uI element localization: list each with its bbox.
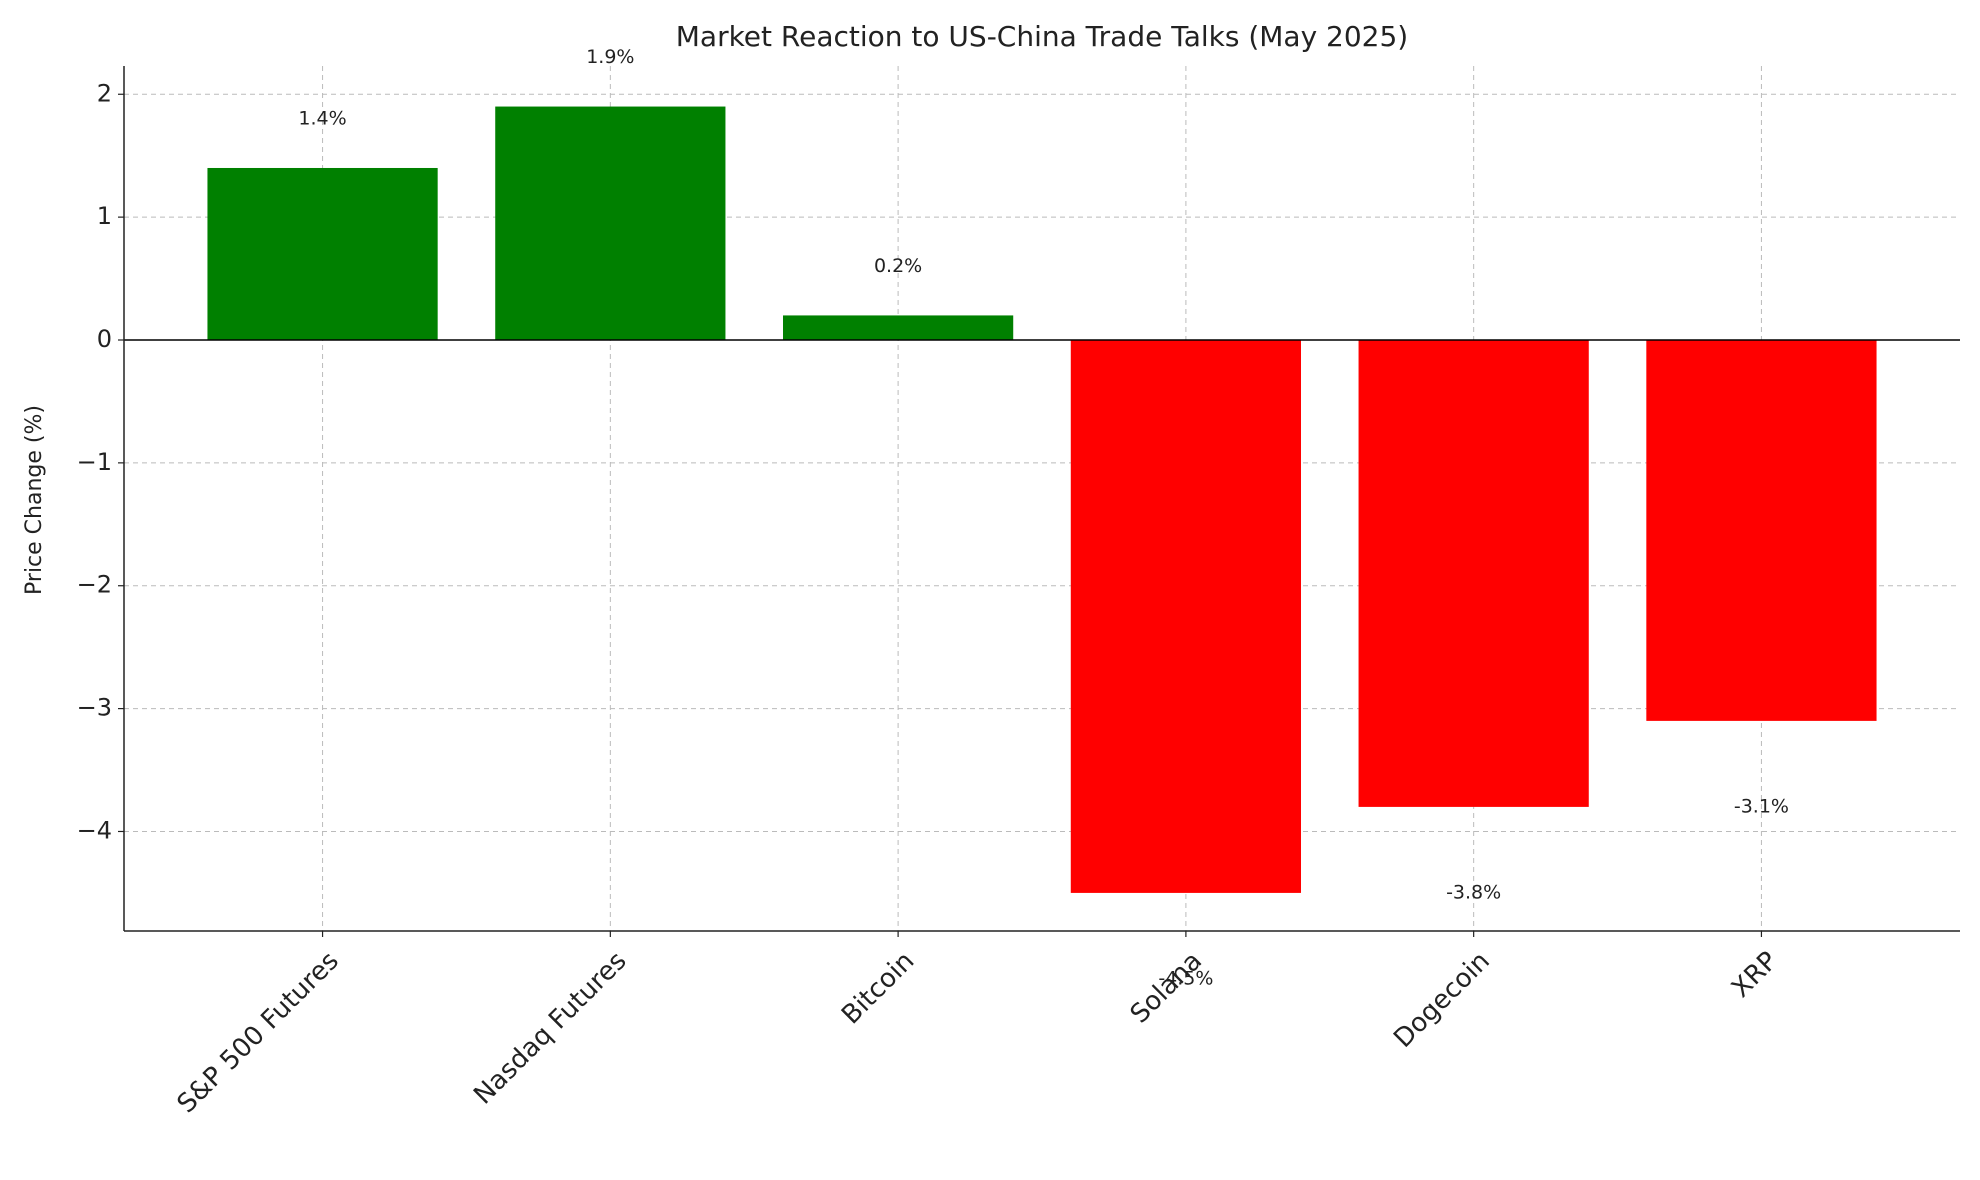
x-tick-label: XRP [1726, 946, 1784, 1004]
bar [783, 315, 1014, 340]
value-label: -3.8% [1446, 881, 1501, 903]
y-axis-label: Price Change (%) [22, 405, 47, 595]
bar [1070, 339, 1301, 893]
x-tick-label: S&P 500 Futures [172, 946, 345, 1119]
chart-title: Market Reaction to US-China Trade Talks … [676, 20, 1408, 53]
y-tick-label: 1 [97, 202, 112, 230]
y-tick-label: −3 [77, 694, 112, 722]
value-label: -3.1% [1734, 795, 1789, 817]
bar [1358, 339, 1589, 807]
x-tick-label: Dogecoin [1388, 946, 1496, 1054]
bar [495, 106, 726, 340]
y-tick-label: −1 [77, 448, 112, 476]
x-tick-label: Bitcoin [836, 946, 920, 1030]
value-label: 1.4% [298, 107, 346, 129]
bar [207, 167, 438, 340]
y-tick-label: −4 [77, 816, 112, 844]
y-tick-label: −2 [77, 571, 112, 599]
value-label: 0.2% [874, 255, 922, 277]
x-tick-label: Nasdaq Futures [468, 946, 632, 1110]
y-tick-label: 0 [97, 325, 112, 353]
y-tick-label: 2 [97, 79, 112, 107]
value-label: 1.9% [586, 46, 634, 68]
bar [1646, 339, 1877, 721]
value-label: -4.5% [1158, 967, 1213, 989]
